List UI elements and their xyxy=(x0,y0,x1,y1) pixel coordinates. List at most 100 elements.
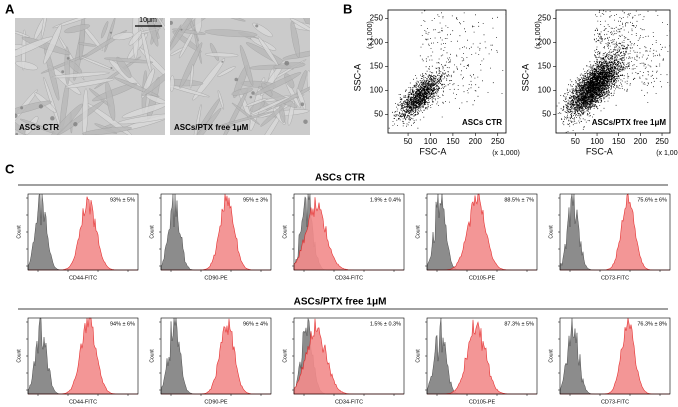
cell xyxy=(154,18,165,42)
y-tick-label: 250 xyxy=(538,14,552,23)
count-label: Count xyxy=(16,349,22,363)
plot-caption: ASCs CTR xyxy=(462,118,502,127)
cell xyxy=(231,87,253,96)
x-axis-unit: (x 1,000) xyxy=(492,150,520,157)
cell xyxy=(15,36,54,61)
panel-label: B xyxy=(343,1,352,16)
cell xyxy=(92,82,138,102)
cell xyxy=(204,29,258,38)
cell xyxy=(51,71,110,79)
cell xyxy=(15,30,30,38)
percent-label: 76.3% ± 8% xyxy=(637,321,667,327)
cell xyxy=(112,32,134,41)
debris xyxy=(73,122,78,127)
plot-caption: ASCs/PTX free 1μM xyxy=(592,118,667,127)
count-label: Count xyxy=(282,225,288,239)
cell xyxy=(82,126,132,135)
debris xyxy=(234,77,239,82)
y-tick-label: 200 xyxy=(538,38,552,47)
cell xyxy=(282,48,310,60)
cell xyxy=(231,102,260,125)
y-tick-label: 150 xyxy=(538,62,552,71)
cell xyxy=(189,63,194,89)
cell xyxy=(15,100,52,117)
x-tick-label: 100 xyxy=(590,137,604,146)
cell xyxy=(128,30,143,46)
x-axis-label: FSC-A xyxy=(419,146,446,156)
debris xyxy=(249,95,253,99)
percent-label: 1.9% ± 0.4% xyxy=(370,197,401,203)
y-tick-label: 50 xyxy=(542,110,551,119)
cell xyxy=(103,57,154,64)
event-dots xyxy=(388,10,506,129)
x-tick-label: 100 xyxy=(424,137,438,146)
y-tick-label: 100 xyxy=(370,86,384,95)
event-dots xyxy=(556,10,670,133)
cell xyxy=(116,56,132,79)
x-axis-unit: (x 1,000) xyxy=(656,150,678,157)
marker-label: CD73-FITC xyxy=(601,275,629,281)
y-tick-label: 250 xyxy=(370,14,384,23)
debris xyxy=(110,66,113,70)
cell xyxy=(273,62,306,70)
marker-label: CD90-PE xyxy=(204,399,228,405)
debris xyxy=(170,20,173,25)
cell xyxy=(192,58,226,101)
y-tick-label: 100 xyxy=(538,86,552,95)
cell xyxy=(306,70,310,93)
cell xyxy=(254,72,302,96)
isotype-histogram xyxy=(559,193,670,271)
count-label: Count xyxy=(149,349,155,363)
cell xyxy=(190,104,202,135)
cell xyxy=(170,83,210,98)
marker-histogram xyxy=(293,318,404,395)
y-axis-unit: (x 1,000) xyxy=(535,21,542,49)
cell xyxy=(15,61,38,71)
image-caption: ASCs CTR xyxy=(19,123,59,132)
count-label: Count xyxy=(548,349,554,363)
debris xyxy=(38,104,44,109)
y-tick-label: 200 xyxy=(370,38,384,47)
percent-label: 88.5% ± 7% xyxy=(504,197,534,203)
cell xyxy=(100,21,109,39)
cell xyxy=(274,85,310,108)
x-tick-label: 250 xyxy=(491,137,505,146)
debris xyxy=(109,31,113,34)
debris xyxy=(221,60,224,63)
cell xyxy=(49,103,83,135)
debris xyxy=(284,60,290,66)
group-title: ASCs/PTX free 1μM xyxy=(294,297,387,308)
debris xyxy=(61,70,65,74)
cell xyxy=(143,18,159,47)
cell xyxy=(170,75,175,92)
cell xyxy=(121,102,165,119)
cell xyxy=(132,18,139,59)
cell xyxy=(170,78,204,87)
scale-bar-label: 10μm xyxy=(139,17,157,24)
cell xyxy=(204,52,239,58)
percent-label: 87.3% ± 5% xyxy=(504,321,534,327)
scatter-area xyxy=(556,10,670,133)
cell xyxy=(245,98,268,107)
panel-label: A xyxy=(5,1,15,16)
marker-label: CD44-FITC xyxy=(69,399,97,405)
cell xyxy=(79,55,115,71)
cell xyxy=(145,94,165,105)
plot-frame xyxy=(387,9,507,134)
x-tick-label: 200 xyxy=(634,137,648,146)
panel-label: C xyxy=(5,161,15,176)
cell xyxy=(105,81,116,121)
marker-label: CD34-FITC xyxy=(335,399,363,405)
x-tick-label: 250 xyxy=(655,137,669,146)
cell xyxy=(43,23,62,65)
percent-label: 1.5% ± 0.3% xyxy=(370,321,401,327)
y-axis-label: SSC-A xyxy=(352,64,362,92)
marker-label: CD44-FITC xyxy=(69,275,97,281)
cell xyxy=(140,26,152,73)
cell xyxy=(219,111,275,127)
cell xyxy=(289,18,310,32)
count-label: Count xyxy=(282,349,288,363)
cell xyxy=(217,90,225,110)
